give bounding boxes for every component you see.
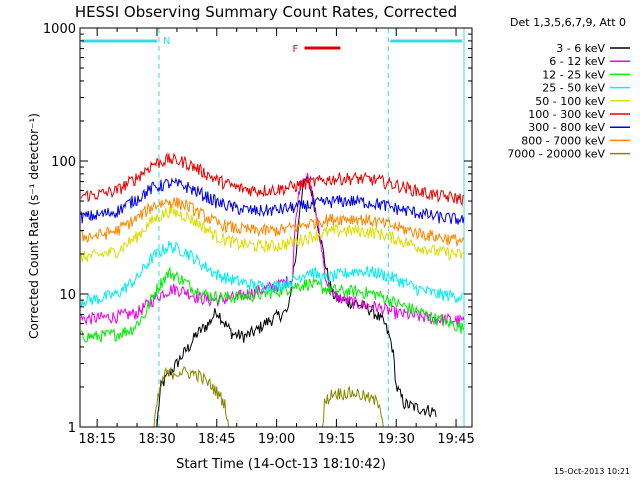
night-label: N [163, 36, 170, 47]
legend-entry-label: 100 - 300 keV [528, 108, 605, 121]
x-tick-label: 18:15 [78, 432, 115, 447]
series-line [81, 197, 465, 247]
x-tick-label: 18:45 [198, 432, 235, 447]
y-tick-label: 1000 [43, 22, 76, 37]
y-tick-label: 10 [59, 288, 76, 303]
plot-frame [79, 27, 473, 428]
legend-entry-label: 6 - 12 keV [549, 55, 605, 68]
y-axis: 1 10 100 1000 [43, 22, 472, 436]
x-axis: 18:15 18:30 18:45 19:00 19:15 19:30 19:45 [78, 28, 475, 447]
legend-entry-label: 12 - 25 keV [542, 68, 605, 81]
x-tick-label: 19:00 [258, 432, 295, 447]
flare-label: F [293, 44, 299, 55]
footer-timestamp: 15-Oct-2013 10:21 [554, 467, 630, 476]
chart-title: HESSI Observing Summary Count Rates, Cor… [75, 3, 457, 21]
series-line [80, 152, 465, 207]
series-line [80, 177, 465, 225]
x-tick-label: 19:15 [318, 432, 355, 447]
series-line [80, 240, 465, 307]
y-tick-label: 1 [68, 421, 76, 436]
x-axis-label: Start Time (14-Oct-13 18:10:42) [176, 457, 386, 472]
y-axis-label: Corrected Count Rate (s⁻¹ detector⁻¹) [27, 113, 41, 339]
legend-entry-label: 800 - 7000 keV [521, 134, 605, 147]
x-tick-label: 18:30 [138, 432, 175, 447]
series-line [80, 172, 465, 326]
series-line [80, 204, 465, 263]
y-tick-label: 100 [51, 155, 76, 170]
x-tick-label: 19:30 [377, 432, 414, 447]
x-tick-label: 19:45 [437, 432, 474, 447]
legend-entry-label: 300 - 800 keV [528, 121, 605, 134]
legend-entry-label: 50 - 100 keV [535, 95, 605, 108]
legend-entry-label: 25 - 50 keV [542, 82, 605, 95]
flare-interval: F [293, 44, 341, 55]
legend-entry-label: 3 - 6 keV [556, 42, 605, 55]
legend-entry-label: 7000 - 20000 keV [507, 148, 605, 161]
legend-header: Det 1,3,5,6,7,9, Att 0 [510, 16, 626, 29]
